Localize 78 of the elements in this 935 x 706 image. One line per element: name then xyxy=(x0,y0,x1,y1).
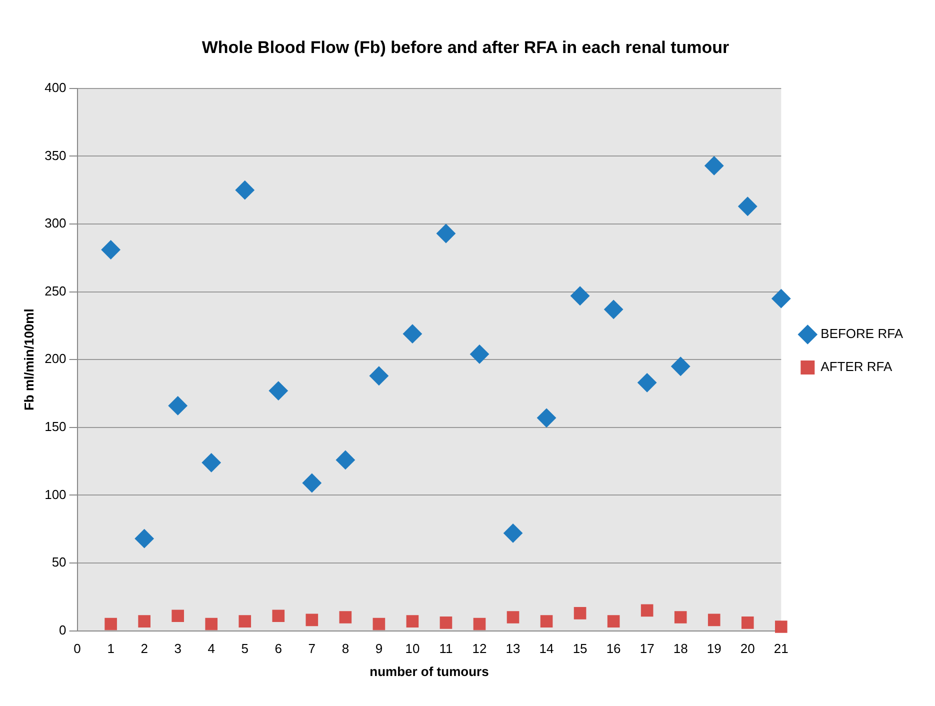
x-tick-label: 18 xyxy=(673,641,688,656)
point xyxy=(774,620,788,633)
point xyxy=(238,615,252,628)
point xyxy=(574,607,586,620)
point xyxy=(638,373,657,392)
x-tick-label: 21 xyxy=(774,641,788,656)
x-tick-label: 4 xyxy=(208,641,215,656)
x-tick-label: 15 xyxy=(572,641,588,656)
point xyxy=(202,453,221,472)
y-tick-label: 50 xyxy=(52,554,66,570)
point xyxy=(704,156,724,176)
point xyxy=(772,289,791,308)
x-tick-label: 11 xyxy=(439,641,453,656)
x-tick-label: 13 xyxy=(506,641,520,656)
point xyxy=(406,615,419,628)
y-tick-label: 350 xyxy=(44,148,66,163)
point xyxy=(138,615,150,628)
x-tick-label: 9 xyxy=(375,641,383,656)
point xyxy=(674,611,687,624)
x-axis-title: number of tumours xyxy=(370,664,489,679)
y-tick-label: 300 xyxy=(44,216,66,231)
y-tick-label: 400 xyxy=(44,80,66,95)
point xyxy=(306,614,318,626)
point xyxy=(168,396,188,416)
y-tick-label: 200 xyxy=(44,351,66,366)
y-tick-label: 0 xyxy=(59,622,66,638)
point xyxy=(172,610,184,622)
x-tick-label: 2 xyxy=(140,641,148,656)
point xyxy=(504,524,523,543)
x-tick-label: 17 xyxy=(640,641,654,656)
x-tick-label: 20 xyxy=(740,641,755,656)
point xyxy=(402,324,422,344)
point xyxy=(101,240,120,260)
point xyxy=(640,604,654,617)
point xyxy=(339,611,352,624)
point xyxy=(671,356,690,376)
point xyxy=(607,615,620,628)
point xyxy=(302,473,322,492)
point xyxy=(134,529,154,548)
x-tick-label: 5 xyxy=(241,641,248,656)
point xyxy=(205,618,218,630)
y-tick-label: 250 xyxy=(44,283,66,298)
x-tick-label: 0 xyxy=(74,641,81,656)
point xyxy=(440,616,452,629)
point xyxy=(708,614,720,626)
point xyxy=(738,196,758,216)
point xyxy=(436,224,456,243)
point xyxy=(104,618,117,630)
x-tick-label: 19 xyxy=(706,641,722,656)
x-tick-label: 1 xyxy=(107,641,114,656)
point xyxy=(268,381,288,400)
legend-label: AFTER RFA xyxy=(820,359,892,374)
x-tick-label: 14 xyxy=(539,641,554,656)
y-tick-label: 150 xyxy=(44,418,66,434)
x-tick-label: 16 xyxy=(606,641,621,656)
point xyxy=(604,300,624,319)
chart-title: Whole Blood Flow (Fb) before and after RFA in each renal tumour xyxy=(202,38,730,57)
point xyxy=(369,366,388,386)
x-tick-label: 10 xyxy=(405,641,420,656)
x-tick-label: 12 xyxy=(472,641,487,656)
point xyxy=(537,408,556,428)
point xyxy=(470,344,489,364)
point xyxy=(741,616,754,629)
point xyxy=(372,618,386,630)
point xyxy=(506,611,520,624)
x-tick-label: 7 xyxy=(308,641,316,656)
point xyxy=(235,180,254,200)
x-tick-label: 3 xyxy=(174,641,182,656)
legend-label: BEFORE RFA xyxy=(820,326,904,342)
point xyxy=(336,450,355,470)
point xyxy=(540,615,553,628)
point xyxy=(570,286,590,306)
x-tick-label: 6 xyxy=(274,641,282,656)
y-tick-label: 100 xyxy=(44,486,66,502)
y-axis-title: Fb ml/min/100ml xyxy=(21,308,36,411)
point xyxy=(272,610,285,622)
x-tick-label: 8 xyxy=(342,641,350,656)
point xyxy=(473,618,486,630)
